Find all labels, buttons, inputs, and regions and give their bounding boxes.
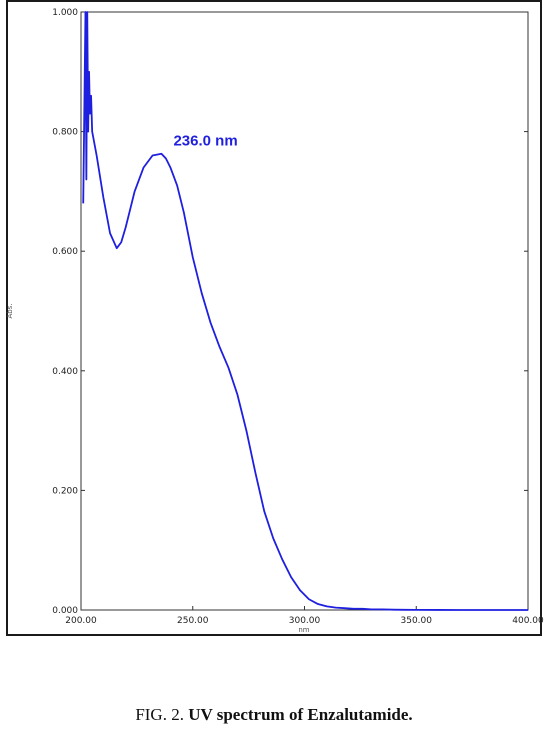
y-tick-label: 0.600 — [52, 247, 78, 257]
caption-prefix: FIG. 2. — [135, 705, 189, 724]
x-axis: 200.00 250.00 300.00 350.00 400.00 — [65, 606, 544, 626]
caption-title: UV spectrum of Enzalutamide. — [188, 705, 413, 724]
x-tick-label: 250.00 — [177, 616, 209, 626]
x-tick-label: 350.00 — [401, 616, 433, 626]
peak-annotation: 236.0 nm — [173, 133, 237, 150]
y-tick-label: 0.400 — [52, 367, 78, 377]
y-tick-label: 0.800 — [52, 128, 78, 138]
spectrum-line — [82, 11, 528, 611]
y-tick-label: 1.000 — [52, 8, 78, 18]
x-tick-label: 200.00 — [65, 616, 97, 626]
y-axis: 0.000 0.200 0.400 0.600 0.800 1.000 — [52, 8, 528, 616]
uv-spectrum-chart: 0.000 0.200 0.400 0.600 0.800 1.000 200.00 250… — [6, 8, 544, 634]
x-tick-label: 300.00 — [289, 616, 321, 626]
figure-caption: FIG. 2. UV spectrum of Enzalutamide. — [0, 705, 548, 725]
x-tick-label: 400.00 — [512, 616, 544, 626]
y-tick-label: 0.200 — [52, 486, 78, 496]
x-axis-label: nm — [298, 626, 309, 634]
plot-area — [80, 11, 529, 611]
y-tick-label: 0.000 — [52, 606, 78, 616]
y-axis-label: Abs. — [6, 303, 14, 318]
